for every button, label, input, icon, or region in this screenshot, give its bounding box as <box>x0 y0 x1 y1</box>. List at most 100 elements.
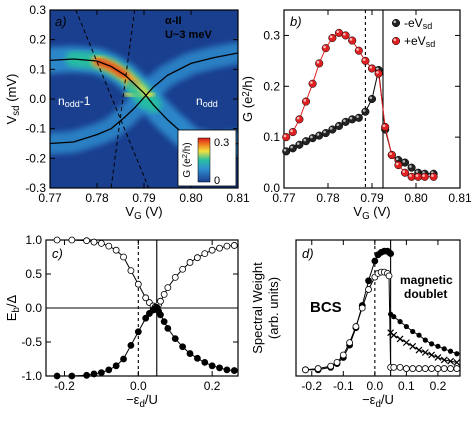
panel-b-point-highlight <box>310 81 313 84</box>
panel-d-point <box>429 341 435 347</box>
panel-d-point <box>447 357 454 365</box>
panel-c-point <box>208 362 216 370</box>
panel-d-point <box>415 346 423 354</box>
panel-a-ytick-label: 0.0 <box>29 92 46 106</box>
panel-b-point-highlight <box>402 160 406 163</box>
panel-a-xtick-label: 0.80 <box>179 191 203 205</box>
panel-b-point <box>381 122 390 132</box>
annotation-alpha: α-II <box>165 15 182 27</box>
legend-entry: +eVsd <box>404 34 435 49</box>
panel-b-xtick-label: 0.77 <box>272 191 296 205</box>
panel-c-point <box>90 370 98 378</box>
panel-c-point <box>186 350 194 357</box>
panel-b-point-highlight <box>382 124 386 128</box>
dashed-line <box>110 10 136 188</box>
panel-c-point <box>97 239 105 247</box>
panel-b-point <box>328 33 337 43</box>
panel-c-point <box>201 358 209 366</box>
panel-a-xtick-label: 0.77 <box>38 191 62 205</box>
panel-c-point <box>83 371 91 379</box>
panel-b-point <box>394 161 403 170</box>
panel-d-point <box>435 343 441 349</box>
panel-b-ytick-label: 0.2 <box>263 79 280 93</box>
panel-d-point <box>440 356 448 364</box>
panel-a-ytick-label: 0.3 <box>29 3 46 17</box>
panel-d-point <box>391 314 397 320</box>
panel-d-point <box>428 351 436 359</box>
panel-d-point <box>402 339 410 347</box>
panel-d-point <box>358 304 366 312</box>
legend-marker <box>391 36 401 46</box>
panel-c-ylabel: Eb/Δ <box>4 294 22 321</box>
panel-d-point <box>314 365 322 372</box>
panel-b-point-highlight <box>303 138 307 142</box>
panel-a-label: a) <box>55 14 67 29</box>
panel-c-point <box>134 328 142 336</box>
panel-c-xtick-label: -0.2 <box>54 379 75 393</box>
panel-c-ytick-label: 1.0 <box>25 233 42 247</box>
panel-d-xlabel: −εd/U <box>362 392 394 410</box>
panel-d-point <box>409 342 417 350</box>
panel-d-point <box>302 366 309 374</box>
panel-b-label: b) <box>290 14 302 29</box>
panel-b-point-highlight <box>415 170 419 173</box>
panel-d-point <box>440 365 448 372</box>
panel-c-point <box>160 318 168 326</box>
panel-b-xlabel: VG (V) <box>353 204 390 222</box>
panel-b-point-highlight <box>415 174 419 177</box>
panel-c-label: c) <box>52 246 63 261</box>
panel-c-point <box>97 369 105 377</box>
panel-b-point <box>387 150 396 159</box>
panel-b-point-highlight <box>362 109 366 112</box>
panel-d-point <box>396 363 404 371</box>
panel-c-point <box>201 250 209 258</box>
panel-c-point <box>142 314 150 322</box>
panel-b-xtick-label: 0.78 <box>316 191 340 205</box>
panel-b-point-highlight <box>369 96 373 100</box>
panel-b-point <box>315 59 324 68</box>
panel-a-ytick-label: -0.2 <box>25 151 46 165</box>
panel-d-point <box>333 358 341 366</box>
panel-a-ytick-label: -0.1 <box>25 122 46 136</box>
panel-d-xtick-label: -0.2 <box>301 379 322 393</box>
panel-c-point <box>68 236 76 244</box>
panel-d-point <box>390 331 398 339</box>
panel-b-point-highlight <box>336 30 340 33</box>
panel-b-point-highlight <box>422 174 425 177</box>
panel-b-point <box>321 44 330 53</box>
panel-b-point <box>334 121 344 131</box>
panel-c-point <box>90 238 98 246</box>
panel-b-point <box>348 115 357 124</box>
panel-a-xlabel: VG (V) <box>125 204 162 222</box>
panel-d-point <box>327 362 335 370</box>
panel-c-point <box>164 324 172 332</box>
colorbar-tick-max: 0.3 <box>214 137 229 149</box>
legend-marker-highlight <box>393 20 397 24</box>
panel-d-point <box>434 365 442 372</box>
panel-d-label: d) <box>302 246 314 261</box>
panel-b-point <box>367 64 377 73</box>
annotation-nodd-1: nodd-1 <box>58 94 91 109</box>
panel-d-point <box>434 354 442 361</box>
panel-b-point <box>301 97 311 106</box>
panel-c-point <box>223 242 231 250</box>
panel-b-point-highlight <box>349 116 353 120</box>
panel-a-ylabel: Vsd (mV) <box>4 74 22 125</box>
panel-a-ytick-label: 0.2 <box>29 33 46 47</box>
panel-d-point <box>428 365 436 372</box>
panel-b-point <box>348 36 357 45</box>
ridge-line <box>50 52 238 145</box>
panel-d-point <box>352 323 360 330</box>
panel-d-point <box>415 365 423 372</box>
panel-b-point-highlight <box>376 71 379 74</box>
panel-b-point-highlight <box>296 142 300 145</box>
panel-c-point <box>216 364 223 372</box>
panel-b-point <box>361 107 370 116</box>
panel-b-point-highlight <box>369 65 373 69</box>
panel-c-point <box>157 297 164 305</box>
panel-d-point <box>339 351 347 359</box>
panel-b-point <box>400 168 410 177</box>
panel-c-ytick-label: 0.5 <box>25 267 42 281</box>
annotation-nodd: nodd <box>196 94 218 109</box>
